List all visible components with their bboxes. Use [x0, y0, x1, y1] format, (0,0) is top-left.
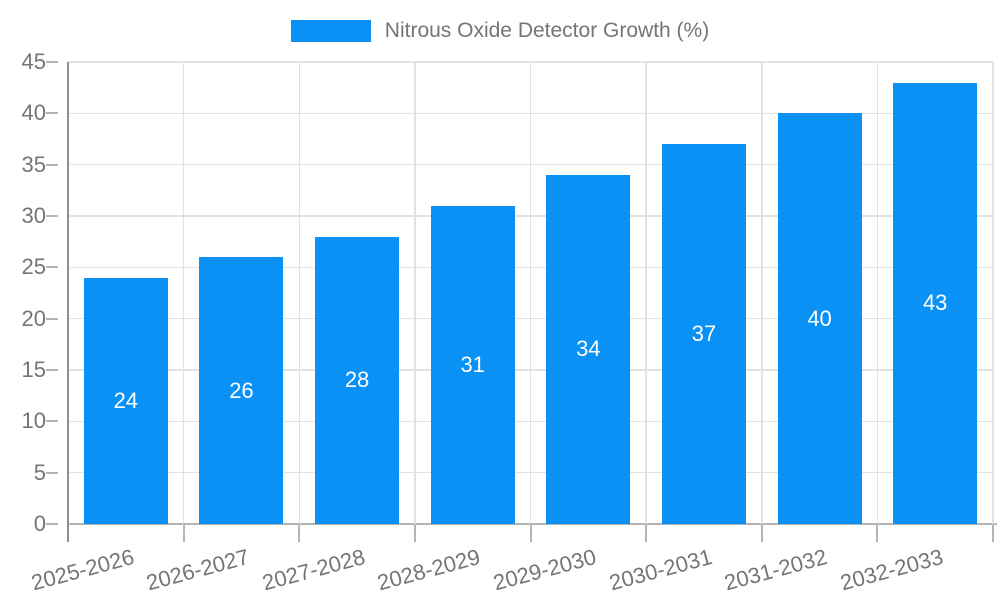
bar	[893, 82, 978, 524]
gridline-vertical	[298, 62, 300, 524]
x-axis-tick	[182, 524, 185, 542]
bar	[546, 174, 631, 524]
y-axis-tick	[46, 420, 58, 423]
y-axis-tick	[46, 317, 58, 320]
bar	[661, 144, 746, 524]
bar	[83, 277, 168, 524]
x-axis-category-label-text: 2031-2032	[721, 544, 831, 596]
x-axis-tick	[529, 524, 532, 542]
y-axis-tick	[46, 163, 58, 166]
x-axis-category-label-text: 2025-2026	[28, 544, 137, 596]
bar-value-label: 24	[113, 387, 139, 413]
x-axis-tick	[876, 524, 879, 542]
x-axis-category-label-text: 2029-2030	[490, 544, 599, 596]
gridline-vertical	[529, 62, 532, 524]
bar-value-label: 37	[691, 321, 717, 347]
bar-value-label: 26	[229, 377, 254, 403]
plot-area: 0 5 10 15 20 25 30 35 40 45 24 2025-2026 26 2026-2027…	[22, 49, 997, 595]
y-axis-tick	[46, 523, 58, 525]
gridline-vertical	[992, 62, 994, 524]
y-axis-tick	[46, 266, 58, 269]
bar	[777, 113, 862, 524]
y-axis-tick-label: 45	[21, 49, 46, 74]
gridline-vertical	[414, 62, 416, 524]
bar-value-label: 43	[922, 290, 948, 316]
x-axis-category-label-text: 2028-2029	[375, 544, 484, 596]
y-axis-tick-label: 20	[21, 305, 46, 331]
y-axis-tick	[46, 369, 58, 371]
x-axis-tick	[992, 524, 994, 542]
x-axis-category-label-text: 2027-2028	[259, 544, 368, 596]
x-axis-tick	[645, 524, 648, 542]
bar-value-label: 34	[576, 336, 601, 362]
bar	[430, 205, 515, 524]
bar-value-label: 31	[460, 351, 485, 377]
x-axis-category-label-text: 2026-2027	[143, 544, 252, 596]
y-axis-tick-label: 40	[21, 100, 46, 126]
x-axis-category-label-text: 2030-2031	[606, 544, 715, 596]
x-axis-category-label-text: 2032-2033	[837, 544, 946, 596]
bar-value-label: 40	[807, 305, 832, 331]
x-axis-tick	[298, 524, 301, 542]
y-axis-tick-label: 25	[21, 254, 46, 280]
x-axis-tick	[760, 524, 763, 542]
bar	[199, 257, 284, 524]
gridline-vertical	[645, 62, 647, 524]
gridline-vertical	[876, 62, 879, 524]
gridline-vertical	[761, 62, 763, 524]
y-axis-tick-label: 5	[33, 459, 46, 485]
y-axis-tick	[46, 215, 58, 217]
y-axis-tick	[46, 112, 58, 115]
y-axis-tick	[46, 471, 58, 474]
y-axis-tick-label: 15	[21, 357, 46, 382]
chart-legend: Nitrous Oxide Detector Growth (%)	[0, 19, 1000, 43]
y-axis-tick-label: 10	[21, 408, 46, 434]
y-axis-line	[67, 62, 69, 542]
legend-label: Nitrous Oxide Detector Growth (%)	[384, 19, 710, 42]
y-axis-tick-label: 35	[21, 151, 46, 177]
x-axis-line	[68, 523, 997, 525]
y-axis-tick-label: 0	[33, 511, 46, 536]
legend-swatch	[290, 20, 371, 42]
y-axis-tick-label: 30	[21, 203, 46, 228]
bar	[315, 236, 400, 524]
gridline-vertical	[182, 62, 185, 524]
y-axis-tick	[46, 61, 58, 63]
x-axis-tick	[413, 524, 416, 542]
bar-value-label: 28	[344, 367, 370, 393]
